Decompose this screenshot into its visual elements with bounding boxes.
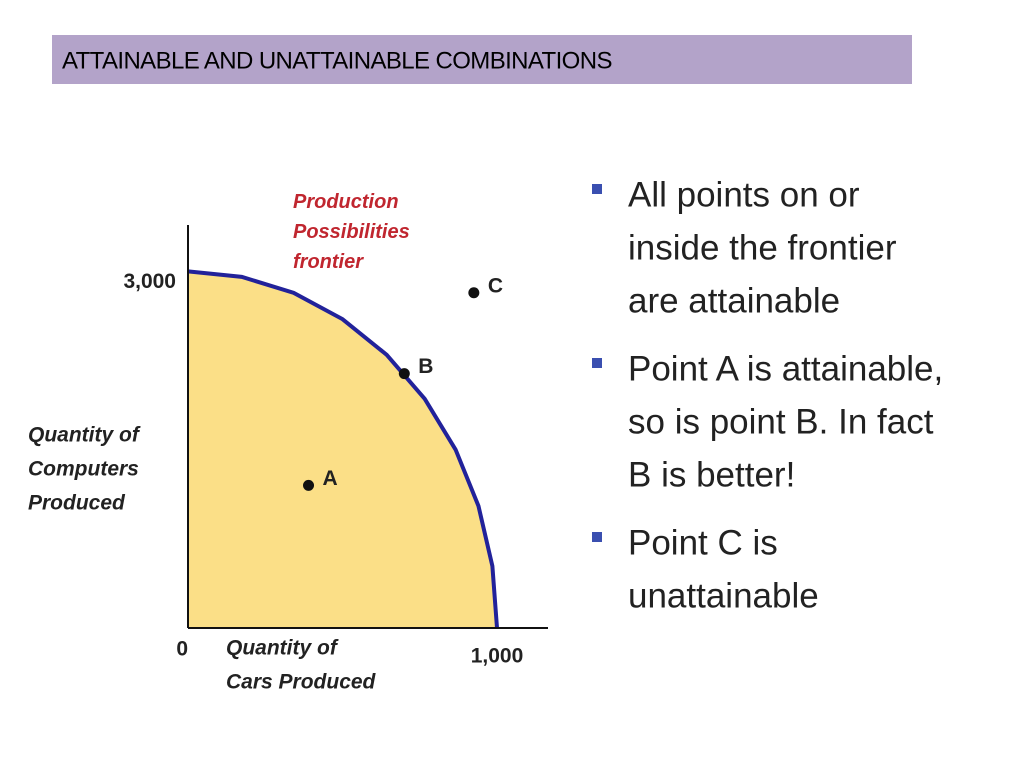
y-axis-label: Produced	[28, 492, 126, 515]
point-label: B	[418, 355, 433, 378]
bullet-text: so is point B. In fact	[628, 402, 934, 441]
bullet-marker	[592, 358, 602, 368]
frontier-label-line: Production	[293, 191, 399, 213]
point	[468, 287, 480, 299]
y-axis-label: Computers	[28, 458, 139, 481]
point-label: A	[323, 467, 338, 490]
bullet-text: Point C is	[628, 523, 778, 562]
point	[398, 368, 410, 380]
x-axis-label: Quantity of	[226, 637, 339, 660]
bullet-text: All points on or	[628, 175, 860, 214]
point	[303, 479, 315, 491]
bullet-text: Point A is attainable,	[628, 349, 943, 388]
point-label: C	[488, 274, 503, 297]
x-tick-label: 0	[176, 638, 188, 661]
y-axis-label: Quantity of	[28, 424, 141, 447]
bullet-text: are attainable	[628, 281, 840, 320]
frontier-label: Production Possibilities frontier	[293, 191, 410, 273]
frontier-label-line: frontier	[293, 251, 364, 273]
attainable-area	[188, 271, 498, 628]
slide-title: ATTAINABLE AND UNATTAINABLE COMBINATIONS	[62, 47, 612, 74]
frontier-label-line: Possibilities	[293, 221, 410, 243]
bullet-text: B is better!	[628, 455, 795, 494]
y-tick-label: 3,000	[123, 270, 176, 293]
x-axis-label: Cars Produced	[226, 671, 377, 694]
bullet-text: inside the frontier	[628, 228, 897, 267]
x-tick-label: 1,000	[471, 645, 524, 668]
bullet-marker	[592, 532, 602, 542]
bullet-text: unattainable	[628, 576, 819, 615]
title-bar	[52, 35, 912, 84]
bullet-marker	[592, 184, 602, 194]
